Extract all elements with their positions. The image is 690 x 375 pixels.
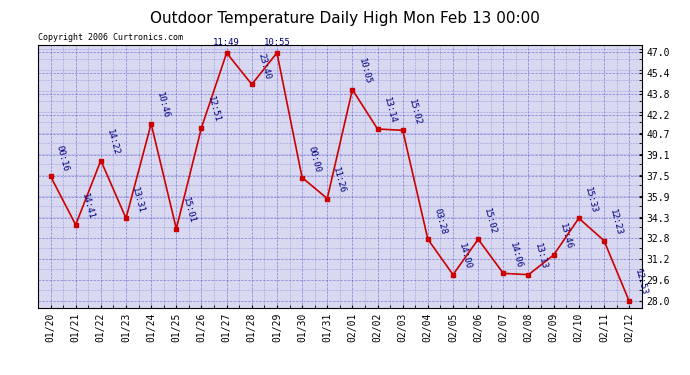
Text: 12:23: 12:23 (608, 208, 624, 236)
Text: 14:00: 14:00 (457, 242, 473, 270)
Text: 14:06: 14:06 (508, 241, 523, 269)
Text: 13:13: 13:13 (533, 242, 549, 270)
Text: 00:16: 00:16 (55, 144, 70, 172)
Text: 12:51: 12:51 (206, 95, 221, 123)
Text: 15:02: 15:02 (482, 207, 498, 235)
Text: 14:22: 14:22 (105, 128, 121, 156)
Text: 13:14: 13:14 (382, 96, 397, 125)
Text: 14:41: 14:41 (80, 192, 95, 220)
Text: 13:31: 13:31 (130, 186, 146, 214)
Text: 10:05: 10:05 (357, 57, 372, 86)
Text: 12:53: 12:53 (633, 268, 649, 297)
Text: 03:28: 03:28 (432, 207, 448, 235)
Text: 13:46: 13:46 (558, 222, 573, 251)
Text: 10:46: 10:46 (155, 91, 171, 120)
Text: 23:40: 23:40 (256, 52, 272, 80)
Text: 11:26: 11:26 (331, 166, 347, 194)
Text: 15:01: 15:01 (181, 196, 196, 225)
Text: Outdoor Temperature Daily High Mon Feb 13 00:00: Outdoor Temperature Daily High Mon Feb 1… (150, 11, 540, 26)
Text: 10:55: 10:55 (264, 38, 290, 47)
Text: 15:33: 15:33 (583, 186, 599, 214)
Text: 15:02: 15:02 (407, 98, 422, 126)
Text: 00:00: 00:00 (306, 145, 322, 173)
Text: 11:49: 11:49 (213, 38, 240, 47)
Text: Copyright 2006 Curtronics.com: Copyright 2006 Curtronics.com (38, 33, 183, 42)
